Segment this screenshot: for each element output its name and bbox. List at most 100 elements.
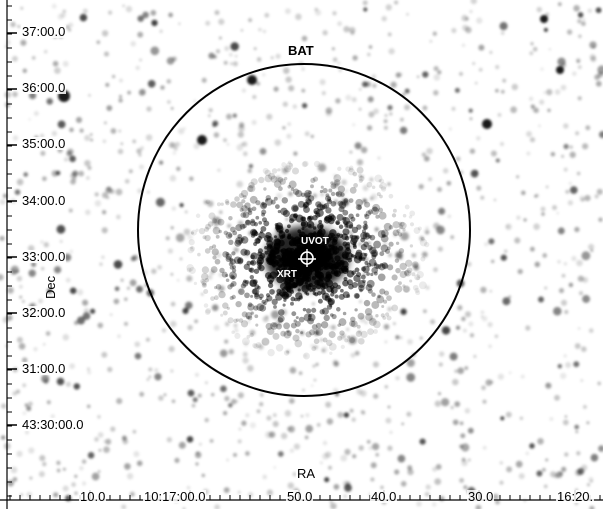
- source-pixel: [349, 234, 354, 239]
- field-star: [325, 110, 332, 117]
- source-pixel: [420, 256, 426, 262]
- source-pixel: [362, 224, 369, 231]
- source-pixel: [303, 313, 312, 322]
- source-pixel: [288, 180, 297, 189]
- source-pixel: [251, 288, 258, 295]
- source-pixel: [381, 262, 388, 269]
- source-pixel: [228, 261, 234, 267]
- field-star: [86, 176, 90, 180]
- source-pixel: [354, 267, 360, 273]
- field-star: [154, 373, 162, 381]
- field-star: [542, 467, 546, 472]
- source-pixel: [269, 289, 275, 295]
- source-pixel: [245, 219, 251, 225]
- field-star: [118, 98, 123, 103]
- field-star: [577, 96, 582, 101]
- field-star: [25, 430, 29, 435]
- field-star: [79, 465, 84, 471]
- field-star: [273, 466, 277, 469]
- source-pixel: [266, 275, 275, 283]
- source-pixel: [387, 246, 391, 250]
- field-star: [580, 379, 584, 382]
- field-star: [464, 366, 469, 370]
- source-pixel: [279, 178, 286, 185]
- source-pixel: [304, 189, 312, 198]
- source-pixel: [190, 231, 195, 235]
- field-star: [530, 246, 535, 252]
- field-star: [140, 146, 144, 151]
- field-star: [137, 15, 144, 22]
- source-pixel: [346, 270, 355, 278]
- source-pixel: [355, 204, 362, 211]
- dec-tick-label: 32:00.0: [21, 305, 67, 320]
- field-star: [130, 41, 136, 47]
- source-pixel: [303, 206, 310, 214]
- source-pixel: [228, 239, 234, 245]
- field-star: [450, 405, 454, 410]
- field-star: [476, 185, 482, 191]
- field-star: [463, 485, 468, 490]
- source-pixel: [307, 317, 315, 325]
- field-star: [554, 89, 561, 95]
- source-pixel: [343, 277, 348, 281]
- field-star: [10, 21, 16, 28]
- field-star: [105, 82, 110, 87]
- field-star: [18, 343, 26, 350]
- field-star: [104, 121, 107, 125]
- field-star: [305, 413, 310, 418]
- field-star: [564, 452, 569, 457]
- field-star: [236, 144, 244, 151]
- field-star: [575, 430, 579, 434]
- field-star: [208, 52, 215, 59]
- field-star: [499, 480, 504, 485]
- source-pixel: [215, 283, 222, 290]
- field-star: [280, 309, 288, 316]
- field-star: [186, 436, 194, 443]
- source-pixel: [284, 165, 292, 173]
- field-star: [574, 226, 580, 233]
- source-pixel: [200, 272, 209, 281]
- field-star: [369, 245, 376, 252]
- field-star: [166, 79, 172, 84]
- field-star: [128, 169, 133, 174]
- source-pixel: [376, 295, 385, 304]
- source-pixel: [315, 328, 324, 336]
- field-star: [384, 113, 388, 118]
- source-pixel: [409, 244, 414, 248]
- source-pixel: [228, 215, 233, 221]
- field-star: [406, 411, 412, 417]
- field-star: [69, 127, 74, 133]
- source-pixel: [222, 302, 229, 309]
- source-pixel: [379, 263, 384, 267]
- field-star: [457, 367, 465, 375]
- source-pixel: [188, 267, 196, 274]
- field-star: [382, 241, 388, 247]
- field-star: [230, 42, 239, 51]
- source-pixel: [391, 213, 397, 218]
- field-star: [168, 12, 173, 18]
- field-star: [10, 466, 18, 474]
- field-star: [315, 363, 319, 367]
- source-pixel: [250, 311, 254, 315]
- field-star: [586, 483, 591, 487]
- field-star: [368, 45, 373, 49]
- source-pixel: [342, 291, 350, 299]
- source-pixel: [255, 238, 261, 244]
- source-pixel: [200, 278, 205, 284]
- field-star: [508, 371, 512, 375]
- source-pixel: [379, 178, 385, 184]
- source-pixel: [235, 300, 242, 308]
- source-pixel: [225, 273, 229, 278]
- field-star: [316, 423, 321, 427]
- source-pixel: [258, 220, 263, 225]
- field-star: [491, 259, 495, 264]
- field-star: [467, 427, 474, 434]
- source-pixel: [337, 166, 342, 171]
- source-pixel: [272, 332, 280, 340]
- source-pixel: [282, 292, 290, 300]
- source-pixel: [330, 183, 337, 190]
- source-pixel: [344, 338, 349, 343]
- field-star: [139, 391, 145, 397]
- source-pixel: [373, 271, 378, 276]
- field-star: [397, 454, 406, 463]
